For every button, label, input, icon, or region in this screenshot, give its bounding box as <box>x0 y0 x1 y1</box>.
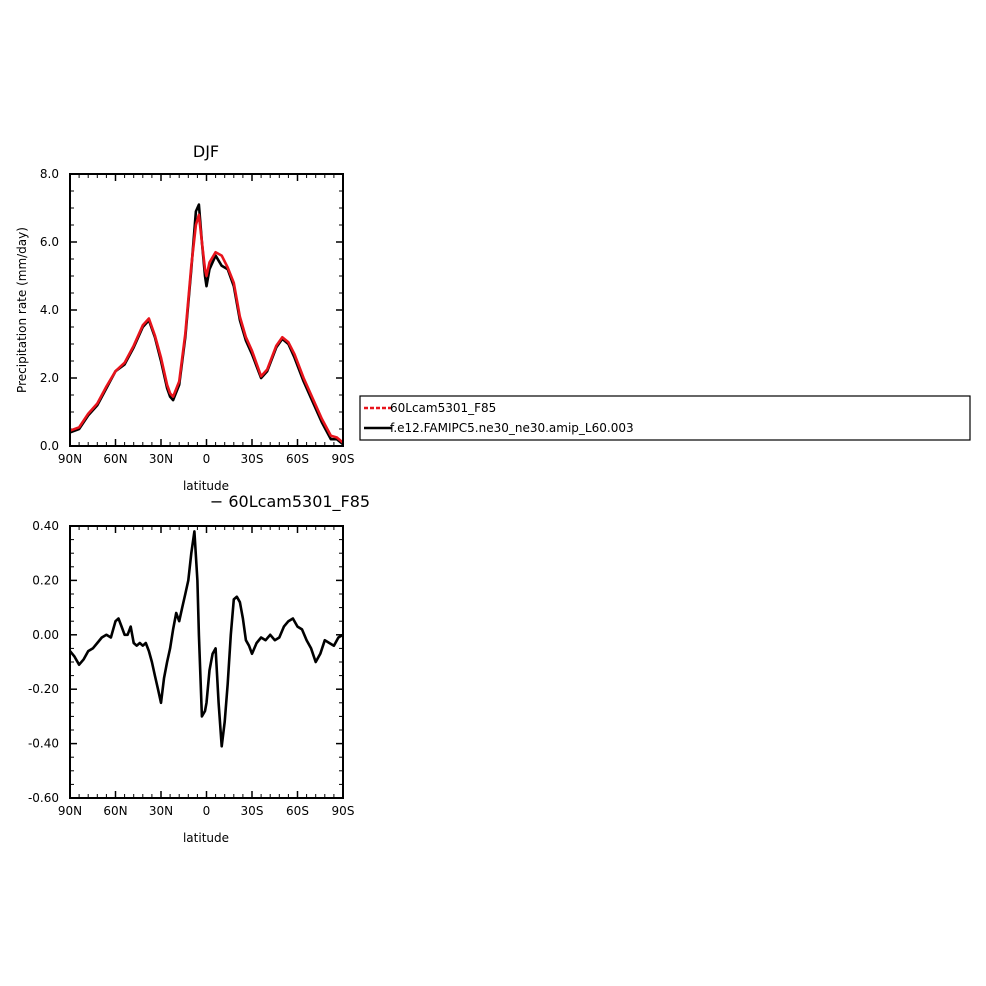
x-tick-label: 30N <box>149 804 173 818</box>
panel-0-title: DJF <box>193 142 219 161</box>
y-tick-label: -0.40 <box>28 737 59 751</box>
panel-0-frame <box>69 173 344 447</box>
x-tick-label: 30N <box>149 452 173 466</box>
x-tick-label: 90N <box>58 804 82 818</box>
panel-difference: − 60Lcam5301_F85 latitude 90N 60N 30N 0 30S 6… <box>28 492 370 845</box>
legend-box <box>359 395 971 441</box>
x-tick-label: 90S <box>332 804 355 818</box>
panel-0-x-axis-label: latitude <box>183 479 229 493</box>
series-line-1-0 <box>68 530 344 748</box>
y-tick-label: 0.00 <box>32 628 59 642</box>
panel-precipitation-djf: DJF Precipitation rate (mm/day) latitude… <box>15 142 354 493</box>
panel-1-x-axis-label: latitude <box>183 831 229 845</box>
legend-entry-2: f.e12.FAMIPC5.ne30_ne30.amip_L60.003 <box>390 421 634 435</box>
x-tick-label: 90N <box>58 452 82 466</box>
y-tick-label: 2.0 <box>40 371 59 385</box>
panel-1-frame <box>69 525 344 799</box>
x-tick-label: 60N <box>103 804 127 818</box>
x-tick-label: 90S <box>332 452 355 466</box>
x-tick-label: 30S <box>241 452 264 466</box>
panel-0-series <box>69 203 344 446</box>
x-tick-label: 60S <box>286 452 309 466</box>
y-tick-label: 0.20 <box>32 573 59 587</box>
x-tick-label: 60S <box>286 804 309 818</box>
series-line-0-1 <box>69 213 344 444</box>
y-tick-label: -0.20 <box>28 682 59 696</box>
y-tick-label: -0.60 <box>28 791 59 805</box>
x-tick-label: 0 <box>203 452 211 466</box>
legend-entry-1: 60Lcam5301_F85 <box>390 401 496 415</box>
y-tick-label: 6.0 <box>40 235 59 249</box>
x-tick-label: 60N <box>103 452 127 466</box>
y-tick-label: 0.40 <box>32 519 59 533</box>
y-tick-label: 4.0 <box>40 303 59 317</box>
panel-0-y-axis-label: Precipitation rate (mm/day) <box>15 227 29 393</box>
panel-0-ticks: 90N 60N 30N 0 30S 60S 90S 0.0 2.0 4.0 6.0 8.0 <box>40 167 355 466</box>
y-tick-label: 0.0 <box>40 439 59 453</box>
panel-1-title: − 60Lcam5301_F85 <box>210 492 370 512</box>
y-tick-label: 8.0 <box>40 167 59 181</box>
series-line-0-0 <box>69 203 344 446</box>
x-tick-label: 30S <box>241 804 264 818</box>
x-tick-label: 0 <box>203 804 211 818</box>
panel-1-series <box>68 530 344 748</box>
legend: 60Lcam5301_F85 f.e12.FAMIPC5.ne30_ne30.a… <box>359 395 971 441</box>
